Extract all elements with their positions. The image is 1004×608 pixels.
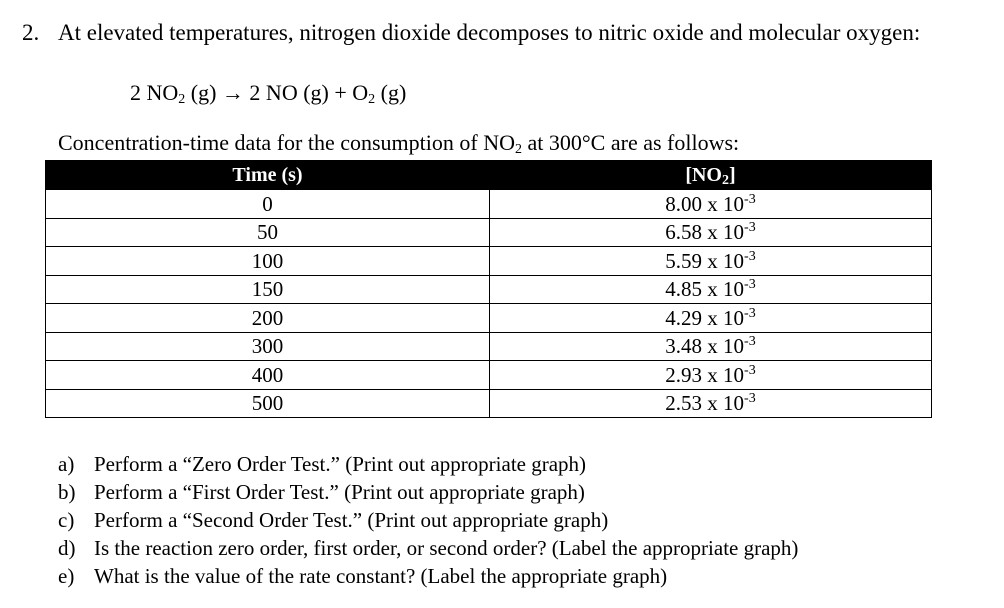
question-item: b) Perform a “First Order Test.” (Print o… bbox=[58, 478, 798, 506]
cell-concentration: 2.93 x 10-3 bbox=[489, 360, 932, 390]
conc-mantissa: 4.29 x 10 bbox=[665, 305, 745, 330]
cell-time: 400 bbox=[45, 360, 490, 390]
chemical-equation: 2 NO2 (g) → 2 NO (g) + O2 (g) bbox=[130, 80, 407, 107]
question-item: c) Perform a “Second Order Test.” (Print … bbox=[58, 506, 798, 534]
question-body: At elevated temperatures, nitrogen dioxi… bbox=[58, 20, 921, 45]
conc-exponent: -3 bbox=[744, 191, 756, 207]
item-text: Perform a “Zero Order Test.” (Print out … bbox=[94, 452, 587, 476]
table-intro: Concentration-time data for the consumpt… bbox=[58, 130, 740, 157]
cell-concentration: 2.53 x 10-3 bbox=[489, 388, 932, 418]
item-label: a) bbox=[58, 452, 75, 476]
cell-time: 500 bbox=[45, 388, 490, 418]
item-text: What is the value of the rate constant? … bbox=[94, 564, 668, 588]
cell-time: 50 bbox=[45, 217, 490, 247]
conc-exponent: -3 bbox=[744, 391, 756, 407]
header-concentration: [NO2] bbox=[489, 160, 932, 190]
cell-concentration: 8.00 x 10-3 bbox=[489, 189, 932, 219]
conc-mantissa: 8.00 x 10 bbox=[665, 191, 745, 216]
eq-part: (g) bbox=[375, 80, 407, 105]
conc-exponent: -3 bbox=[744, 220, 756, 236]
conc-exponent: -3 bbox=[744, 277, 756, 293]
item-text: Is the reaction zero order, first order,… bbox=[94, 536, 799, 560]
cell-concentration: 5.59 x 10-3 bbox=[489, 246, 932, 276]
header-sub: 2 bbox=[722, 172, 729, 188]
table-header: Time (s) [NO2] bbox=[45, 160, 932, 190]
question-item: e) What is the value of the rate constant… bbox=[58, 562, 798, 590]
table-row: 0 8.00 x 10-3 bbox=[45, 189, 932, 219]
table-row: 400 2.93 x 10-3 bbox=[45, 360, 932, 390]
item-label: e) bbox=[58, 564, 75, 588]
cell-time: 200 bbox=[45, 303, 490, 333]
item-text: Perform a “Second Order Test.” (Print ou… bbox=[94, 508, 609, 532]
item-label: b) bbox=[58, 480, 76, 504]
intro-sub: 2 bbox=[515, 142, 522, 157]
table-row: 100 5.59 x 10-3 bbox=[45, 246, 932, 276]
cell-time: 0 bbox=[45, 189, 490, 219]
item-label: d) bbox=[58, 536, 76, 560]
conc-mantissa: 4.85 x 10 bbox=[665, 277, 745, 302]
table-row: 300 3.48 x 10-3 bbox=[45, 331, 932, 361]
question-text: 2. At elevated temperatures, nitrogen dio… bbox=[22, 20, 920, 46]
conc-mantissa: 5.59 x 10 bbox=[665, 248, 745, 273]
cell-concentration: 4.85 x 10-3 bbox=[489, 274, 932, 304]
question-items: a) Perform a “Zero Order Test.” (Print ou… bbox=[58, 450, 798, 590]
conc-mantissa: 2.53 x 10 bbox=[665, 391, 745, 416]
conc-exponent: -3 bbox=[744, 334, 756, 350]
item-label: c) bbox=[58, 508, 75, 532]
table-row: 500 2.53 x 10-3 bbox=[45, 388, 932, 418]
cell-concentration: 6.58 x 10-3 bbox=[489, 217, 932, 247]
table-row: 200 4.29 x 10-3 bbox=[45, 303, 932, 333]
intro-part: Concentration-time data for the consumpt… bbox=[58, 130, 515, 155]
item-text: Perform a “First Order Test.” (Print out… bbox=[94, 480, 585, 504]
conc-exponent: -3 bbox=[744, 362, 756, 378]
cell-concentration: 4.29 x 10-3 bbox=[489, 303, 932, 333]
question-number: 2. bbox=[22, 20, 40, 45]
question-item: a) Perform a “Zero Order Test.” (Print ou… bbox=[58, 450, 798, 478]
table-row: 150 4.85 x 10-3 bbox=[45, 274, 932, 304]
eq-sub: 2 bbox=[368, 92, 376, 107]
eq-sub: 2 bbox=[178, 92, 186, 107]
conc-mantissa: 3.48 x 10 bbox=[665, 334, 745, 359]
eq-part: (g) → 2 NO (g) + O bbox=[185, 80, 369, 105]
question-item: d) Is the reaction zero order, first orde… bbox=[58, 534, 798, 562]
data-table: Time (s) [NO2] 0 8.00 x 10-3 50 6.58 x 10-3… bbox=[45, 160, 932, 418]
header-part: ] bbox=[729, 163, 736, 186]
cell-concentration: 3.48 x 10-3 bbox=[489, 331, 932, 361]
cell-time: 100 bbox=[45, 246, 490, 276]
cell-time: 300 bbox=[45, 331, 490, 361]
conc-mantissa: 6.58 x 10 bbox=[665, 220, 745, 245]
conc-mantissa: 2.93 x 10 bbox=[665, 362, 745, 387]
eq-part: 2 NO bbox=[130, 80, 179, 105]
table-row: 50 6.58 x 10-3 bbox=[45, 217, 932, 247]
header-part: [NO bbox=[685, 163, 722, 186]
intro-part: at 300°C are as follows: bbox=[522, 130, 740, 155]
cell-time: 150 bbox=[45, 274, 490, 304]
conc-exponent: -3 bbox=[744, 305, 756, 321]
conc-exponent: -3 bbox=[744, 248, 756, 264]
header-time: Time (s) bbox=[45, 160, 490, 190]
